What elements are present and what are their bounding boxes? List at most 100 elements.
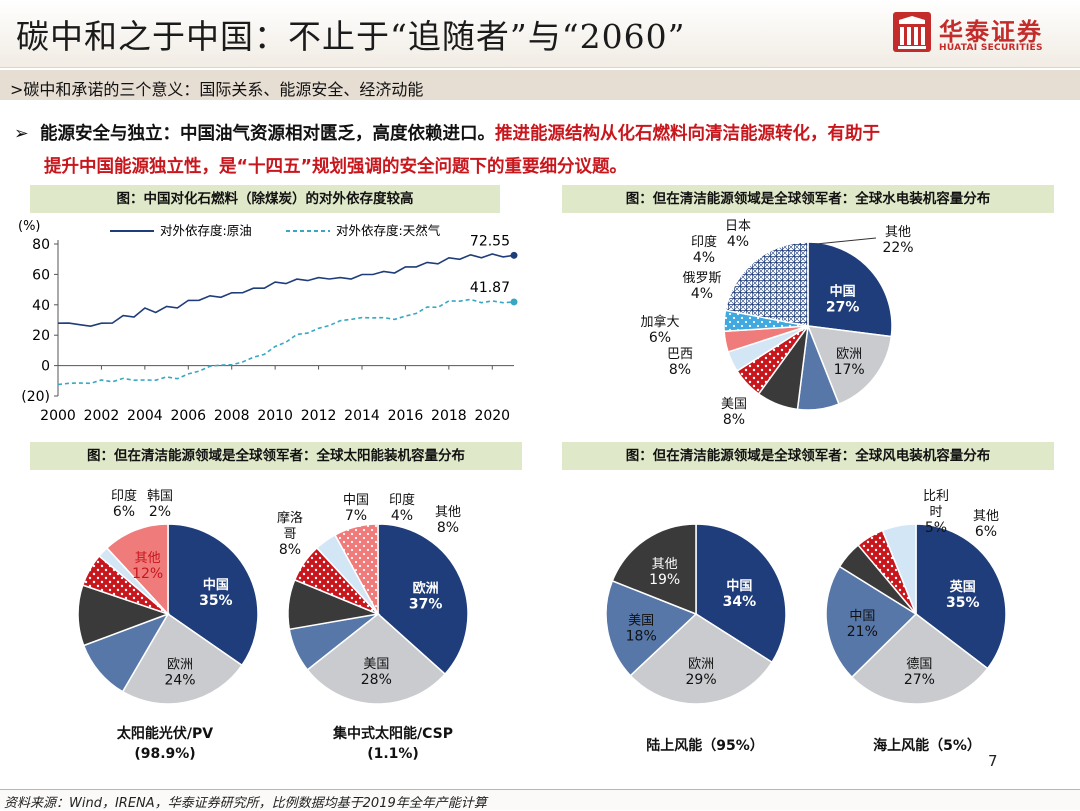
pv-caption-share: (98.9%)	[134, 746, 196, 762]
hydro-pie-chart: 中国27%欧洲17%美国8%巴西8%加拿大6%俄罗斯4%印度4%日本4%其他22…	[640, 219, 913, 428]
pie-slice-value: 29%	[686, 672, 717, 688]
series-line-gas	[57, 298, 515, 386]
pie-slice-label: 其他	[435, 505, 461, 520]
x-tick-label: 2010	[257, 408, 293, 424]
x-tick-label: 2002	[84, 408, 120, 424]
pie-slice-label: 印度	[691, 234, 717, 250]
slide-subtitle: >碳中和承诺的三个意义：国际关系、能源安全、经济动能	[10, 80, 424, 99]
x-tick-label: 2012	[301, 408, 337, 424]
pie-slice-label: 印度	[389, 492, 415, 508]
x-tick-label: 2016	[388, 408, 424, 424]
pie-slice-label: 中国	[203, 577, 229, 593]
pie-slice-value: 6%	[649, 330, 671, 346]
end-label-oil: 72.55	[470, 233, 510, 249]
pie-slice-label: 日本	[725, 219, 751, 234]
logo-text-en: HUATAI SECURITIES	[939, 43, 1043, 53]
bullet-text-red-1: 推进能源结构从化石燃料向清洁能源转化，有助于	[495, 124, 880, 144]
pie-slice-label: 欧洲	[836, 347, 862, 362]
pie-slice-value: 22%	[882, 240, 913, 256]
pie-slice-value: 4%	[727, 234, 749, 250]
hydro-chart-title: 图：但在清洁能源领域是全球领军者：全球水电装机容量分布	[562, 185, 1054, 213]
x-tick-label: 2000	[40, 408, 76, 424]
pie-slice-value: 5%	[925, 520, 947, 536]
pie-slice-value: 37%	[409, 597, 443, 613]
pie-slice-label: 其他	[652, 557, 678, 572]
x-tick-label: 2008	[214, 408, 250, 424]
x-tick-label: 2014	[344, 408, 380, 424]
pie-slice	[825, 565, 918, 679]
pie-slice-value: 4%	[693, 250, 715, 266]
pie-slice-label: 印度	[111, 488, 137, 504]
solar-chart-title: 图：但在清洁能源领域是全球领军者：全球太阳能装机容量分布	[30, 442, 522, 470]
pie-slice	[306, 613, 447, 705]
x-tick-label: 2018	[431, 408, 467, 424]
bullet-text-black: 能源安全与独立：中国油气资源相对匮乏，高度依赖进口。	[40, 124, 495, 144]
pie-slice-label: 韩国	[147, 489, 173, 504]
page-number: 7	[988, 752, 998, 770]
series-line-oil	[57, 253, 515, 328]
bullet-arrow-icon: ➢	[14, 124, 29, 144]
pie-slice-value: 12%	[132, 566, 163, 582]
pie-slice	[167, 523, 259, 667]
legend-label-oil: 对外依存度:原油	[160, 223, 252, 238]
pie-slice-value: 4%	[391, 508, 413, 524]
pie-slice-value: 28%	[361, 672, 392, 688]
pie-slice	[915, 523, 1007, 670]
huatai-logo-icon	[893, 12, 931, 52]
pie-slice	[724, 241, 809, 327]
source-footnote: 资料来源：Wind，IRENA，华泰证券研究所，比例数据均基于2019年全年产能…	[4, 796, 487, 811]
pie-slice-label: 欧洲	[167, 657, 193, 672]
bullet-point: ➢ 能源安全与独立：中国油气资源相对匮乏，高度依赖进口。推进能源结构从化石燃料向清…	[14, 118, 1064, 184]
y-axis-unit: (%)	[18, 219, 41, 234]
wind-chart-title: 图：但在清洁能源领域是全球领军者：全球风电装机容量分布	[562, 442, 1054, 470]
pie-slice-value: 17%	[834, 362, 865, 378]
pie-slice-label: 欧洲	[688, 657, 714, 672]
pie-slice-value: 6%	[975, 524, 997, 540]
y-tick-label: 60	[32, 267, 50, 283]
pie-slice-value: 4%	[691, 286, 713, 302]
csp-caption-name: 集中式太阳能/CSP	[333, 726, 453, 742]
pie-slice-label: 其他	[973, 509, 999, 524]
pie-slice-label: 德国	[906, 657, 932, 672]
subtitle-bar: >碳中和承诺的三个意义：国际关系、能源安全、经济动能	[0, 70, 1080, 100]
pie-slice-label: 美国	[363, 657, 389, 672]
pie-slice-value: 6%	[113, 504, 135, 520]
pie-slice-value: 8%	[279, 542, 301, 558]
pv-caption-name: 太阳能光伏/PV	[116, 726, 214, 742]
y-tick-label: 0	[41, 359, 50, 375]
footer: 资料来源：Wind，IRENA，华泰证券研究所，比例数据均基于2019年全年产能…	[0, 789, 1080, 811]
title-bar: 碳中和之于中国：不止于“追随者”与“2060” 华泰证券 HUATAI SECU…	[0, 0, 1080, 68]
offshore-caption: 海上风能（5%）	[873, 738, 981, 754]
pie-slice-label: 英国	[949, 579, 976, 595]
csp-caption-share: (1.1%)	[367, 746, 419, 762]
pie-slice-label: 美国	[628, 613, 654, 628]
csp-caption: 集中式太阳能/CSP (1.1%)	[318, 724, 468, 764]
y-tick-label: 20	[32, 328, 50, 344]
pie-slice	[881, 523, 917, 615]
pie-slice-value: 2%	[149, 504, 171, 520]
pie-slice-label: 俄罗斯	[682, 271, 721, 286]
y-tick-label: (20)	[21, 389, 50, 405]
pie-slice-label: 比利	[923, 489, 949, 504]
leader-line	[815, 237, 877, 245]
y-tick-label: 80	[32, 237, 50, 253]
pie-slice-label: 美国	[721, 397, 747, 412]
y-tick-label: 40	[32, 298, 50, 314]
pie-slice	[105, 523, 169, 616]
onshore-caption: 陆上风能（95%）	[646, 738, 764, 754]
pie-slice-value: 8%	[723, 412, 745, 428]
pie-slice-value: 35%	[946, 595, 980, 611]
fossil-chart-title: 图：中国对化石燃料（除煤炭）的对外依存度较高	[30, 185, 500, 213]
pie-slice	[334, 523, 379, 615]
pie-slice	[377, 523, 469, 676]
pie-slice-value: 19%	[649, 572, 680, 588]
pie-slice-value: 24%	[164, 672, 195, 688]
pie-slice-label: 摩洛	[277, 510, 303, 526]
pie-slice-value: 8%	[669, 362, 691, 378]
pie-slice-value: 27%	[904, 672, 935, 688]
pie-slice-value: 35%	[199, 593, 233, 609]
endpoint-oil	[510, 251, 518, 259]
